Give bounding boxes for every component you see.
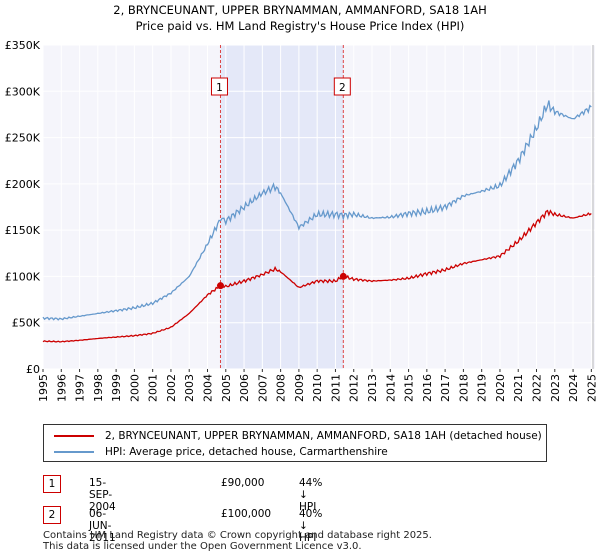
x-tick-label: 2000 <box>128 374 141 402</box>
transaction-price: £90,000 <box>221 477 265 489</box>
x-tick-label: 2011 <box>329 374 342 402</box>
legend-label: 2, BRYNCEUNANT, UPPER BRYNAMMAN, AMMANFO… <box>105 430 542 442</box>
x-tick-label: 2021 <box>512 374 525 402</box>
marker-label: 1 <box>216 82 223 94</box>
y-tick-label: £0 <box>26 363 40 376</box>
x-tick-label: 2013 <box>366 374 379 402</box>
property-price-line <box>42 209 592 343</box>
y-tick-label: £50K <box>12 317 41 330</box>
y-tick-label: £350K <box>5 39 41 52</box>
x-tick-label: 2019 <box>476 374 489 402</box>
x-tick-label: 2008 <box>275 374 288 402</box>
x-tick-label: 2002 <box>165 374 178 402</box>
sale-point <box>216 282 224 290</box>
x-tick-label: 2024 <box>567 374 580 402</box>
footer-line: This data is licensed under the Open Gov… <box>43 541 362 552</box>
footer-line: Contains HM Land Registry data © Crown c… <box>43 530 432 541</box>
x-tick-label: 1996 <box>55 374 68 402</box>
sale-point <box>339 272 347 280</box>
x-tick-label: 2001 <box>147 374 160 402</box>
x-tick-label: 2023 <box>549 374 562 402</box>
x-tick-label: 2003 <box>183 374 196 402</box>
chart-title: 2, BRYNCEUNANT, UPPER BRYNAMMAN, AMMANFO… <box>113 3 487 17</box>
x-tick-label: 2015 <box>403 374 416 402</box>
legend-label: HPI: Average price, detached house, Carm… <box>105 446 388 458</box>
transaction-hpi-diff: 44% ↓ HPI <box>299 477 323 513</box>
x-tick-label: 2012 <box>348 374 361 402</box>
x-tick-label: 1997 <box>74 374 87 402</box>
x-tick-label: 2016 <box>421 374 434 402</box>
x-tick-label: 2005 <box>220 374 233 402</box>
transaction-badge: 2 <box>43 506 61 524</box>
x-tick-label: 2014 <box>384 374 397 402</box>
y-tick-label: £150K <box>5 224 41 237</box>
chart-subtitle: Price paid vs. HM Land Registry's House … <box>136 19 465 33</box>
x-tick-label: 2018 <box>457 374 470 402</box>
price-chart: 2, BRYNCEUNANT, UPPER BRYNAMMAN, AMMANFO… <box>5 3 599 402</box>
transaction-hpi-diff: 40% ↓ HPI <box>299 508 323 544</box>
ownership-shade <box>220 45 344 369</box>
hpi-line <box>42 100 592 321</box>
x-tick-label: 2007 <box>256 374 269 402</box>
transaction-date: 06-JUN-2011 <box>89 508 116 544</box>
x-tick-label: 2022 <box>531 374 544 402</box>
transaction-badge: 1 <box>43 475 61 493</box>
y-tick-label: £200K <box>5 178 41 191</box>
x-tick-label: 2025 <box>585 374 598 402</box>
x-tick-label: 1999 <box>110 374 123 402</box>
legend-swatch-red <box>54 435 94 437</box>
x-tick-label: 2006 <box>238 374 251 402</box>
legend: 2, BRYNCEUNANT, UPPER BRYNAMMAN, AMMANFO… <box>43 424 547 462</box>
x-tick-label: 1998 <box>92 374 105 402</box>
marker-label: 2 <box>339 82 346 94</box>
transaction-price: £100,000 <box>221 508 272 520</box>
x-tick-label: 2017 <box>439 374 452 402</box>
x-tick-label: 1995 <box>37 374 50 402</box>
y-tick-label: £250K <box>5 132 41 145</box>
footer-attribution: Contains HM Land Registry data © Crown c… <box>43 530 432 552</box>
marker-label-box <box>333 77 351 96</box>
x-tick-label: 2009 <box>293 374 306 402</box>
marker-label-box <box>210 77 228 96</box>
legend-swatch-blue <box>54 451 94 453</box>
x-tick-label: 2004 <box>202 374 215 402</box>
x-tick-label: 2010 <box>311 374 324 402</box>
transaction-date: 15-SEP-2004 <box>89 477 116 513</box>
y-tick-label: £100K <box>5 270 41 283</box>
x-tick-label: 2020 <box>494 374 507 402</box>
legend-item-hpi: HPI: Average price, detached house, Carm… <box>54 444 388 460</box>
legend-item-property: 2, BRYNCEUNANT, UPPER BRYNAMMAN, AMMANFO… <box>54 428 542 444</box>
y-tick-label: £300K <box>5 85 41 98</box>
